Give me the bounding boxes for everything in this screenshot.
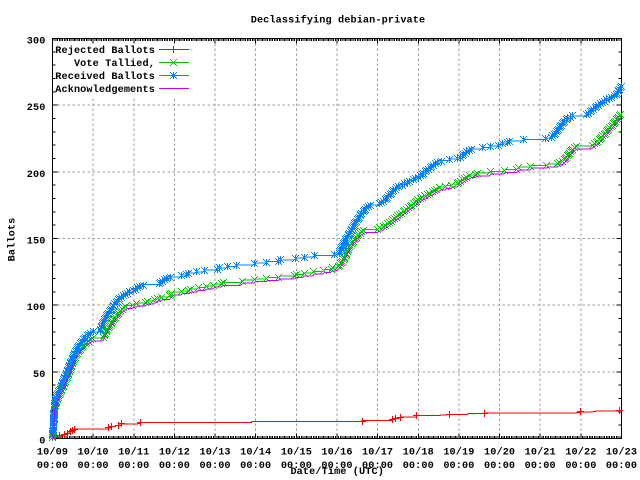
svg-text:0: 0 [39, 437, 45, 448]
svg-text:10/13: 10/13 [200, 447, 231, 459]
svg-text:10/18: 10/18 [403, 447, 434, 459]
svg-text:00:00: 00:00 [240, 461, 271, 472]
svg-text:Vote Tallied,: Vote Tallied, [74, 58, 155, 70]
svg-text:150: 150 [27, 237, 46, 248]
svg-text:Acknowledgements: Acknowledgements [55, 84, 155, 96]
svg-text:Declassifying debian-private: Declassifying debian-private [251, 14, 426, 26]
svg-text:00:00: 00:00 [78, 461, 109, 472]
svg-text:100: 100 [27, 303, 46, 314]
svg-text:50: 50 [33, 370, 45, 381]
svg-text:10/09: 10/09 [37, 447, 68, 459]
svg-text:10/16: 10/16 [321, 447, 352, 459]
svg-text:00:00: 00:00 [484, 461, 515, 472]
svg-text:00:00: 00:00 [281, 461, 312, 472]
svg-text:00:00: 00:00 [321, 461, 352, 472]
svg-text:00:00: 00:00 [565, 461, 596, 472]
svg-text:00:00: 00:00 [606, 461, 637, 472]
svg-text:Received Ballots: Received Ballots [55, 71, 155, 83]
svg-text:10/23: 10/23 [606, 447, 637, 459]
svg-text:Rejected Ballots: Rejected Ballots [55, 45, 155, 57]
svg-text:00:00: 00:00 [403, 461, 434, 472]
svg-text:250: 250 [27, 103, 46, 114]
svg-text:10/21: 10/21 [525, 447, 556, 459]
svg-text:10/14: 10/14 [240, 447, 271, 459]
svg-text:10/22: 10/22 [565, 447, 596, 459]
svg-text:10/10: 10/10 [78, 447, 109, 459]
svg-text:10/17: 10/17 [362, 447, 393, 459]
svg-text:Date/Time (UTC): Date/Time (UTC) [290, 466, 384, 478]
svg-text:10/15: 10/15 [281, 447, 312, 459]
svg-text:10/12: 10/12 [159, 447, 190, 459]
svg-text:300: 300 [27, 37, 46, 48]
svg-text:200: 200 [27, 170, 46, 181]
svg-text:10/11: 10/11 [118, 447, 149, 459]
svg-text:00:00: 00:00 [525, 461, 556, 472]
svg-text:00:00: 00:00 [159, 461, 190, 472]
svg-text:00:00: 00:00 [362, 461, 393, 472]
svg-text:00:00: 00:00 [443, 461, 474, 472]
svg-text:Ballots: Ballots [7, 218, 19, 262]
svg-text:00:00: 00:00 [200, 461, 231, 472]
svg-text:10/20: 10/20 [484, 447, 515, 459]
svg-text:00:00: 00:00 [37, 461, 68, 472]
svg-text:00:00: 00:00 [118, 461, 149, 472]
svg-text:10/19: 10/19 [443, 447, 474, 459]
